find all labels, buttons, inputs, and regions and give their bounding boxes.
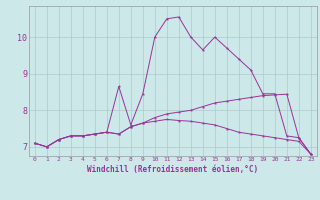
X-axis label: Windchill (Refroidissement éolien,°C): Windchill (Refroidissement éolien,°C)	[87, 165, 258, 174]
